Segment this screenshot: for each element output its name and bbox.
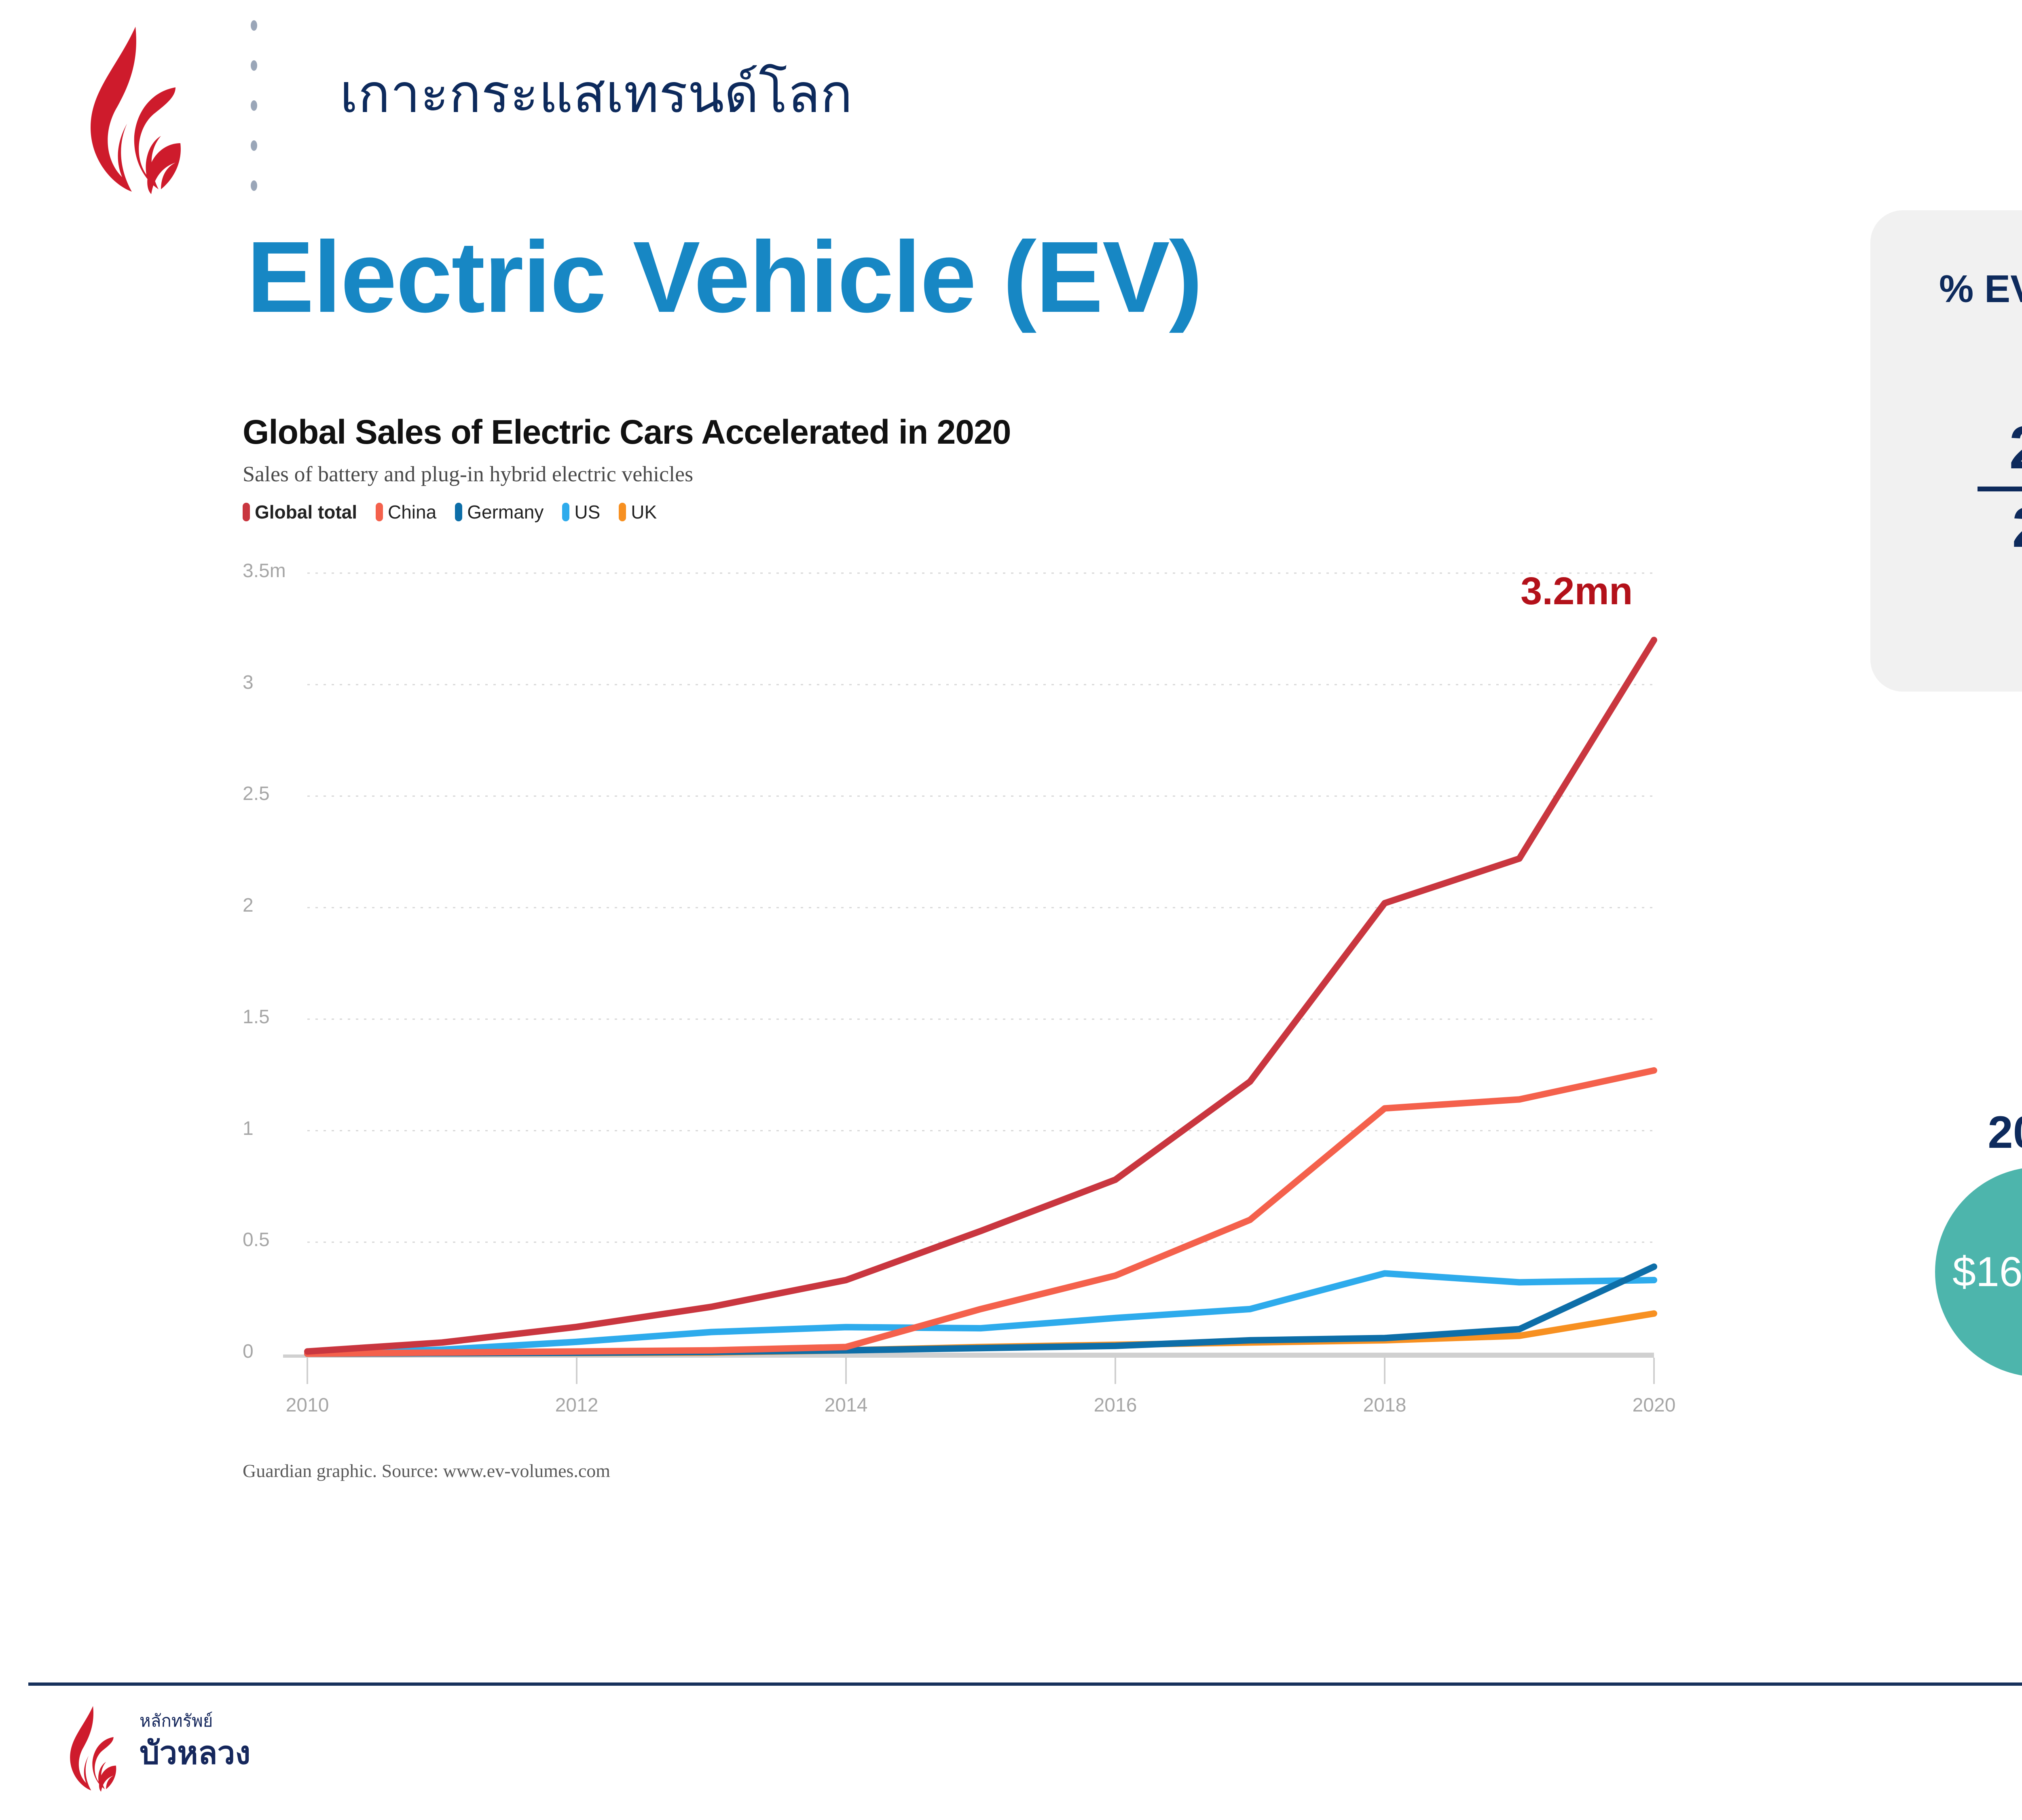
legend-swatch-icon [619,503,626,521]
chart-title: Global Sales of Electric Cars Accelerate… [243,413,1011,451]
market-size-2019-year: 2019 [1988,1107,2022,1158]
legend-item-global-total: Global total [243,501,357,523]
legend-label: China [388,502,437,523]
legend-item-uk: UK [619,501,657,523]
ev-sales-2019-value: 2.5% [1963,495,2022,560]
y-axis-tick-label: 0 [243,1341,254,1362]
legend-swatch-icon [562,503,570,521]
chart-panel: Global Sales of Electric Cars Accelerate… [243,413,1763,1610]
legend-label: Global total [255,502,357,523]
legend-item-germany: Germany [455,501,544,523]
market-size-2019-value: $162.3bn [1952,1248,2022,1295]
page-title: Electric Vehicle (EV) [247,220,1203,333]
legend-swatch-icon [376,503,383,521]
y-axis-tick-label: 2 [243,895,254,916]
y-axis-tick-label: 3.5m [243,560,286,582]
legend-label: Germany [467,502,544,523]
legend-label: UK [631,502,657,523]
legend-item-us: US [562,501,600,523]
x-axis-tick-label: 2018 [1363,1395,1407,1416]
y-axis-tick-label: 1.5 [243,1006,270,1028]
chart-source-note: Guardian graphic. Source: www.ev-volumes… [243,1460,611,1481]
legend-swatch-icon [243,503,250,521]
legend-swatch-icon [455,503,463,521]
chart-line-global-total [304,637,1657,1355]
header-dot-divider [251,20,257,202]
x-axis-tick-label: 2020 [1632,1395,1676,1416]
legend-label: US [574,502,601,523]
chart-plot-area: 3.2mn 0 0.5 1 1.5 2 2.5 3 3.5m 2010 2012 2014 2016 2… [243,537,1682,1447]
thai-headline: เกาะกระแสเทรนด์โลก [340,63,853,125]
ev-sales-2019-block: 2019 2.5% [1963,413,2022,560]
x-axis-tick-label: 2014 [824,1395,868,1416]
x-axis-tick-label: 2010 [286,1395,329,1416]
chart-lines-svg [283,572,1657,1384]
x-axis-tick-label: 2012 [555,1395,599,1416]
bualuang-flame-logo [69,24,202,194]
ev-sales-card-title: % EV Sales (of Global Car Market) [1939,267,2022,311]
y-axis-tick-label: 2.5 [243,783,270,805]
x-axis-tick-label: 2016 [1093,1395,1137,1416]
footer-divider [28,1682,2022,1686]
footer-thai-line1: หลักทรัพย์ [140,1711,213,1731]
market-size-panel: 2019 $162.3bn CAGR 22.6% 2027 $802.8bn [1860,963,2022,1650]
chart-legend: Global total China Germany US UK [243,501,1763,523]
y-axis-tick-label: 1 [243,1117,254,1139]
legend-item-china: China [376,501,436,523]
market-size-2019-circle: $162.3bn [1935,1167,2022,1377]
chart-line-china [304,1067,1657,1357]
footer-thai-line2: บัวหลวง [140,1735,251,1771]
ev-sales-2019-rule [1978,487,2022,491]
chart-annotation-peak: 3.2mn [1521,569,1633,613]
chart-subtitle: Sales of battery and plug-in hybrid elec… [243,462,694,486]
ev-sales-card: % EV Sales (of Global Car Market) 2019 2… [1870,210,2022,692]
chart-line-us [304,1270,1657,1357]
ev-sales-2019-year: 2019 [1963,413,2022,483]
bualuang-footer-flame-logo [70,1706,116,1792]
y-axis-tick-label: 0.5 [243,1229,270,1251]
y-axis-tick-label: 3 [243,671,254,693]
